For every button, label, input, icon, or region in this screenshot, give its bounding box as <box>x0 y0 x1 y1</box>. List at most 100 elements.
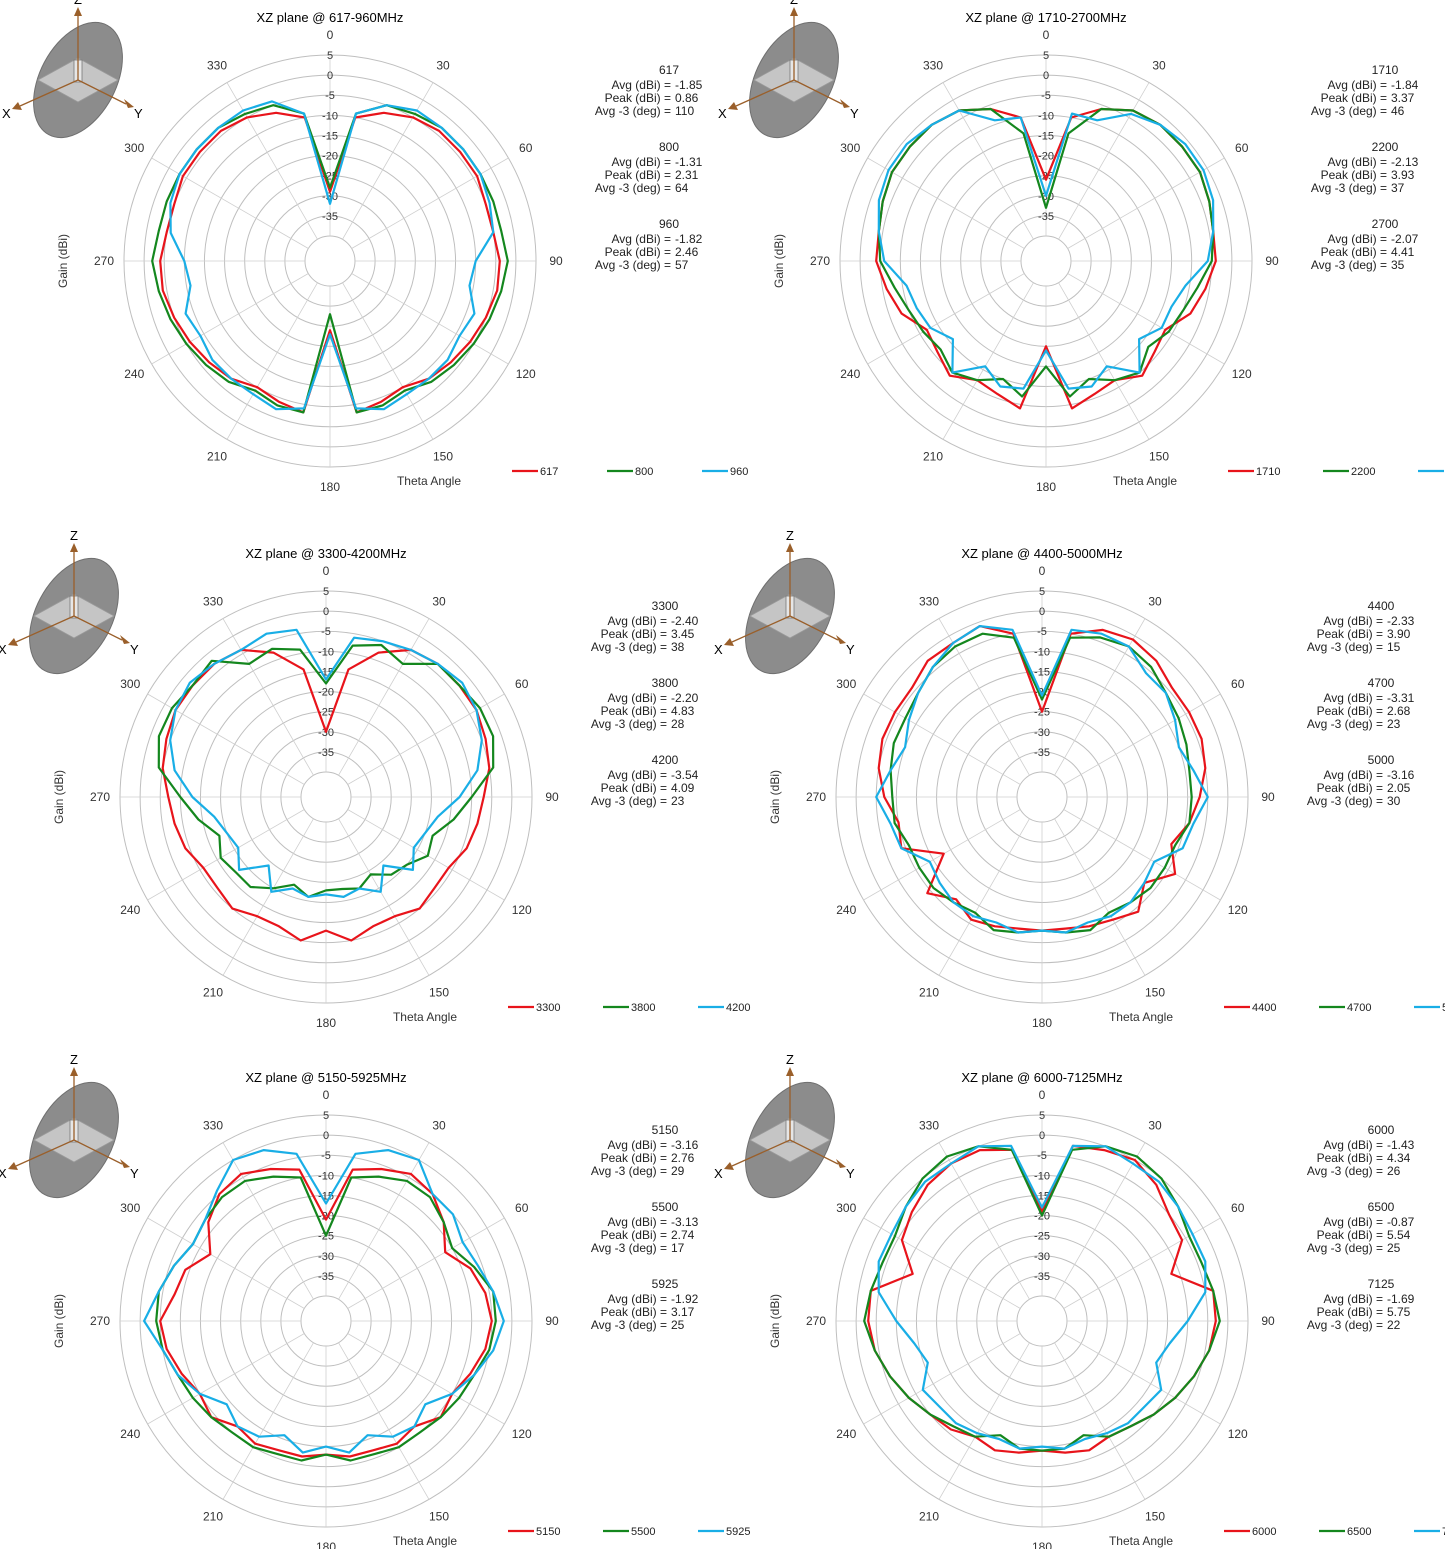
angle-label: 120 <box>512 903 532 917</box>
radial-tick-label: 5 <box>327 50 333 62</box>
angle-label: 210 <box>923 450 943 464</box>
stats-label: Avg (dBi) = <box>608 614 667 628</box>
axis-label-z: Z <box>70 1052 78 1067</box>
radial-tick-label: 5 <box>323 586 329 598</box>
angle-label: 150 <box>1149 450 1169 464</box>
angle-label: 180 <box>1032 1540 1052 1549</box>
x-axis-label: Theta Angle <box>1109 1534 1173 1548</box>
stats-value: 22 <box>1387 1318 1401 1332</box>
angle-label: 0 <box>1043 28 1050 42</box>
legend-label: 617 <box>540 466 558 478</box>
stats-value: 3.37 <box>1391 91 1415 105</box>
stats-label: Avg -3 (deg) = <box>595 104 671 118</box>
angle-label: 210 <box>207 450 227 464</box>
angle-label: 240 <box>840 367 860 381</box>
radial-tick-label: -25 <box>1034 1231 1050 1243</box>
stats-value: 23 <box>1387 717 1401 731</box>
stats-value: 30 <box>1387 794 1401 808</box>
stats-label: Peak (dBi) = <box>1317 627 1383 641</box>
y-axis-label: Gain (dBi) <box>52 1294 66 1348</box>
radial-tick-label: -20 <box>318 687 334 699</box>
angle-label: 180 <box>320 480 340 494</box>
stats-label: Peak (dBi) = <box>1321 168 1387 182</box>
series-line-5925 <box>143 1148 505 1454</box>
stats-value: -3.31 <box>1387 691 1415 705</box>
stats-label: Peak (dBi) = <box>601 627 667 641</box>
stats-value: 2.76 <box>671 1151 695 1165</box>
chart-title: XZ plane @ 5150-5925MHz <box>245 1070 406 1085</box>
stats-value: 4.41 <box>1391 245 1415 259</box>
axis-label-z: Z <box>786 528 794 543</box>
stats-label: Avg (dBi) = <box>1324 1138 1383 1152</box>
stats-value: -3.16 <box>1387 768 1415 782</box>
polar-grid <box>835 1114 1249 1528</box>
stats-label: Avg (dBi) = <box>608 1292 667 1306</box>
radial-tick-label: -10 <box>1034 1170 1050 1182</box>
stats-label: Avg -3 (deg) = <box>591 794 667 808</box>
stats-label: Peak (dBi) = <box>601 1151 667 1165</box>
angle-label: 270 <box>810 254 830 268</box>
stats-label: Peak (dBi) = <box>601 704 667 718</box>
stats-value: 26 <box>1387 1164 1401 1178</box>
stats-value: 2.74 <box>671 1228 695 1242</box>
x-axis-label: Theta Angle <box>1113 474 1177 488</box>
radial-tick-label: -35 <box>1038 211 1054 223</box>
stats-value: -2.07 <box>1391 232 1419 246</box>
radial-tick-label: 5 <box>1039 586 1045 598</box>
stats-value: 3.93 <box>1391 168 1415 182</box>
stats-label: Avg (dBi) = <box>608 691 667 705</box>
angle-label: 90 <box>545 790 559 804</box>
axis-label-x: X <box>714 1166 723 1181</box>
angle-label: 330 <box>919 594 939 608</box>
legend-label: 5000 <box>1442 1002 1445 1014</box>
stats-value: 5.75 <box>1387 1305 1411 1319</box>
angle-label: 30 <box>436 58 450 72</box>
series-line-2200 <box>877 107 1215 398</box>
stats-label: Avg -3 (deg) = <box>1307 640 1383 654</box>
angle-label: 210 <box>919 1510 939 1524</box>
stats-label: Peak (dBi) = <box>1317 1151 1383 1165</box>
stats-label: Avg -3 (deg) = <box>1307 1318 1383 1332</box>
legend-label: 6000 <box>1252 1526 1276 1538</box>
axis-label-x: X <box>718 106 727 121</box>
stats-value: 38 <box>671 640 685 654</box>
legend: 3300 3800 4200 <box>508 1002 750 1014</box>
radial-tick-label: -30 <box>1034 1251 1050 1263</box>
angle-label: 30 <box>432 594 446 608</box>
angle-label: 150 <box>1145 1510 1165 1524</box>
y-axis-label: Gain (dBi) <box>52 770 66 824</box>
stats-value: 2.68 <box>1387 704 1411 718</box>
axis-label-z: Z <box>70 528 78 543</box>
angle-label: 180 <box>1032 1016 1052 1030</box>
legend: 4400 4700 5000 <box>1224 1002 1445 1014</box>
stats-value: -3.13 <box>671 1215 699 1229</box>
angle-label: 120 <box>1228 1427 1248 1441</box>
angle-label: 60 <box>519 141 533 155</box>
radial-tick-label: -5 <box>1037 626 1047 638</box>
y-axis-label: Gain (dBi) <box>768 770 782 824</box>
stats-label: Avg -3 (deg) = <box>591 717 667 731</box>
polar-chart: ZX YXZ plane @ 4400-5000MHz50-5-10-15-20-… <box>714 528 1445 1030</box>
stats-value: -2.40 <box>671 614 699 628</box>
stats-freq: 7125 <box>1368 1277 1395 1291</box>
angle-label: 300 <box>840 141 860 155</box>
radial-tick-label: -10 <box>1034 646 1050 658</box>
xz-plane-orientation-icon: Z X Y <box>0 528 139 675</box>
stats-freq: 5925 <box>652 1277 679 1291</box>
stats-label: Peak (dBi) = <box>1321 91 1387 105</box>
stats-value: 2.31 <box>675 168 699 182</box>
radial-tick-label: -35 <box>318 747 334 759</box>
polar-chart: ZX YXZ plane @ 5150-5925MHz50-5-10-15-20-… <box>0 1052 750 1549</box>
chart-title: XZ plane @ 617-960MHz <box>257 10 404 25</box>
angle-label: 300 <box>124 141 144 155</box>
legend: 617 800 960 <box>512 466 748 478</box>
y-axis-label: Gain (dBi) <box>768 1294 782 1348</box>
angle-label: 180 <box>316 1016 336 1030</box>
stats-freq: 4700 <box>1368 676 1395 690</box>
stats-label: Avg -3 (deg) = <box>591 1164 667 1178</box>
stats-label: Avg -3 (deg) = <box>1307 794 1383 808</box>
axis-label-z: Z <box>786 1052 794 1067</box>
stats-value: -2.13 <box>1391 155 1419 169</box>
series-line-3800 <box>157 643 495 899</box>
